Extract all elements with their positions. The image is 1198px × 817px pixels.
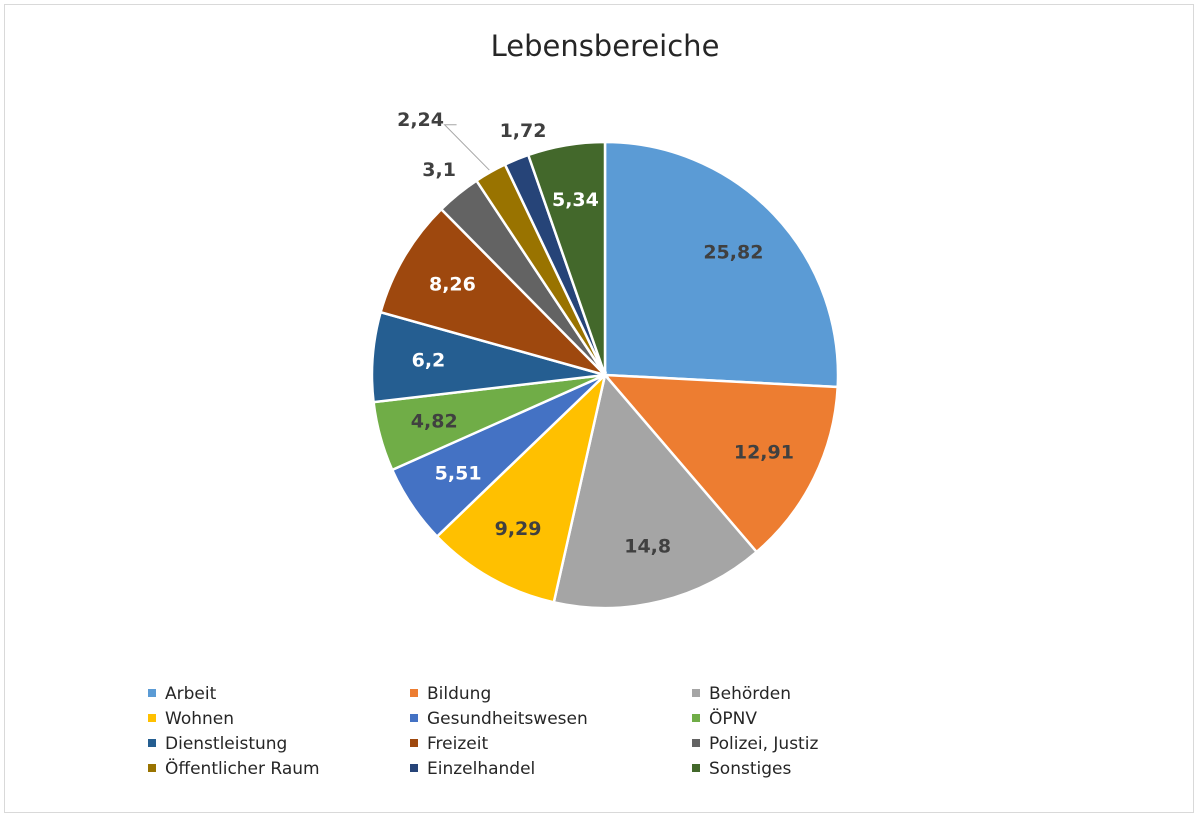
legend-label: Polizei, Justiz [709,734,818,754]
legend-label: Freizeit [427,734,488,754]
data-label: 5,34 [552,189,599,211]
pie-slice [602,373,840,554]
legend-label: Wohnen [165,709,234,729]
legend-label: ÖPNV [709,707,757,729]
legend-swatch [692,714,700,722]
pie-slice [435,371,608,604]
data-label: 25,82 [703,242,763,264]
data-label: 14,8 [624,535,671,557]
legend-swatch [692,689,700,697]
legend-label: Bildung [427,684,491,704]
data-label: 4,82 [411,410,458,432]
data-label: 3,1 [422,159,456,181]
legend-label: Sonstiges [709,759,791,779]
legend-swatch [148,764,156,772]
pie-slice [379,207,610,378]
legend-label: Gesundheitswesen [427,709,588,729]
data-label: 6,2 [412,350,446,372]
legend-swatch [692,739,700,747]
legend-swatch [692,764,700,772]
leader-line [443,124,490,171]
pie-slice [526,140,607,376]
legend-swatch [148,739,156,747]
legend-swatch [148,689,156,697]
legend-swatch [410,739,418,747]
pie-slice [603,140,840,389]
legend-label: Dienstleistung [165,734,287,754]
legend-label: Behörden [709,684,791,704]
data-label: 1,72 [500,120,547,142]
legend-label: Arbeit [165,684,217,704]
pie-slice [552,372,759,610]
legend-swatch [410,714,418,722]
chart-title: Lebensbereiche [491,29,720,63]
legend-swatch [410,764,418,772]
data-label: 8,26 [429,274,476,296]
legend-label: Einzelhandel [427,759,535,779]
data-label: 5,51 [435,462,482,484]
data-label: 9,29 [495,518,542,540]
legend-swatch [148,714,156,722]
data-label: 12,91 [734,442,794,464]
data-label: 2,24 [397,109,444,131]
legend-swatch [410,689,418,697]
legend-label: Öffentlicher Raum [165,757,320,779]
